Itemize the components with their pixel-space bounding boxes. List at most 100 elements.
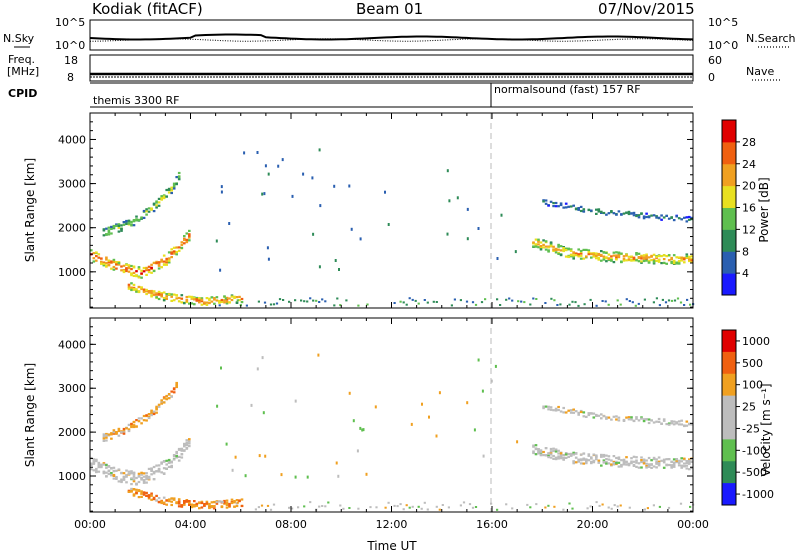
scatter-cell: [532, 450, 535, 453]
scatter-cell: [577, 458, 580, 461]
scatter-cell: [672, 259, 676, 262]
scatter-cell: [203, 504, 206, 507]
scatter-cell: [645, 465, 648, 468]
scatter-cell: [150, 473, 153, 476]
scatter-cell: [562, 249, 565, 252]
scatter-cell: [155, 204, 158, 207]
scatter-cell: [195, 502, 199, 505]
scatter-cell: [672, 465, 676, 468]
scatter-cell: [554, 450, 558, 453]
scatter-cell: [448, 199, 451, 203]
scatter-cell: [534, 243, 538, 246]
scatter-cell: [137, 489, 141, 492]
scatter-cell: [162, 260, 166, 263]
scatter-cell: [597, 459, 601, 462]
scatter-cell: [660, 459, 663, 462]
scatter-cell: [559, 202, 563, 205]
scatter-cell: [122, 432, 126, 435]
scatter-cell: [459, 299, 462, 302]
scatter-cell: [544, 405, 548, 408]
scatter-cell: [557, 452, 560, 455]
scatter-cell: [140, 269, 143, 272]
scatter-cell: [160, 195, 163, 198]
scatter-cell: [572, 411, 575, 414]
scatter-cell: [625, 254, 628, 257]
scatter-cell: [607, 458, 611, 461]
scatter-cell: [236, 501, 239, 504]
scatter-cell: [650, 419, 653, 422]
scatter-cell: [150, 271, 153, 274]
scatter-cell: [549, 244, 553, 247]
scatter-cell: [667, 458, 671, 461]
scatter-cell: [542, 450, 545, 454]
scatter-cell: [172, 454, 176, 457]
scatter-cell: [677, 423, 681, 426]
scatter-cell: [147, 210, 151, 213]
scatter-cell: [579, 254, 583, 257]
scatter-cell: [130, 220, 133, 223]
scatter-cell: [582, 411, 586, 414]
scatter-cell: [280, 473, 283, 477]
scatter-cell: [200, 300, 204, 303]
scatter-cell: [177, 175, 181, 178]
scatter-cell: [459, 504, 462, 507]
scatter-cell: [572, 257, 575, 260]
scatter-cell: [688, 458, 691, 461]
scatter-cell: [132, 471, 136, 474]
scatter-cell: [127, 219, 131, 222]
scatter-cell: [130, 490, 133, 493]
freq-label-line1: Freq.: [8, 53, 35, 66]
scatter-cell: [170, 464, 173, 467]
scatter-cell: [185, 295, 189, 299]
station-title: Kodiak (fitACF): [92, 0, 203, 18]
scatter-cell: [122, 475, 126, 478]
y-tick-label: 2000: [58, 222, 86, 235]
scatter-cell: [157, 405, 161, 408]
scatter-cell: [175, 253, 178, 256]
scatter-cell: [218, 301, 221, 304]
scatter-cell: [97, 461, 101, 464]
scatter-cell: [579, 257, 583, 260]
scatter-cell: [535, 503, 538, 506]
scatter-cell: [172, 498, 176, 501]
scatter-cell: [107, 233, 111, 236]
colorbar-tick-label: 500: [742, 357, 763, 370]
scatter-cell: [680, 457, 683, 460]
scatter-cell: [97, 256, 101, 259]
scatter-cell: [587, 249, 591, 252]
scatter-cell: [215, 501, 218, 504]
scatter-cell: [562, 457, 565, 460]
scatter-cell: [496, 508, 499, 511]
scatter-cell: [282, 299, 285, 301]
scatter-cell: [183, 501, 186, 505]
scatter-cell: [312, 232, 315, 236]
scatter-cell: [122, 478, 126, 481]
scatter-cell: [617, 457, 621, 461]
scatter-cell: [685, 467, 689, 470]
colorbar-tick-label: 8: [742, 245, 749, 258]
scatter-cell: [165, 261, 168, 264]
scatter-cell: [438, 391, 441, 395]
scatter-cell: [208, 299, 211, 302]
scatter-cell: [615, 418, 618, 421]
scatter-cell: [291, 507, 294, 510]
scatter-cell: [97, 464, 101, 467]
scatter-cell: [157, 261, 161, 264]
scatter-cell: [539, 245, 543, 248]
scatter-cell: [640, 460, 643, 464]
scatter-cell: [481, 389, 484, 393]
scatter-cell: [115, 224, 118, 227]
scatter-cell: [559, 454, 563, 457]
scatter-cell: [640, 255, 643, 258]
scatter-cell: [110, 267, 113, 270]
scatter-cell: [188, 445, 191, 448]
scatter-cell: [102, 261, 106, 264]
scatter-cell: [532, 451, 535, 455]
scatter-cell: [135, 290, 138, 293]
scatter-cell: [155, 296, 158, 299]
scatter-cell: [115, 223, 118, 226]
scatter-cell: [223, 499, 226, 503]
scatter-cell: [647, 421, 651, 425]
scatter-cell: [348, 184, 351, 188]
scatter-cell: [366, 303, 369, 306]
